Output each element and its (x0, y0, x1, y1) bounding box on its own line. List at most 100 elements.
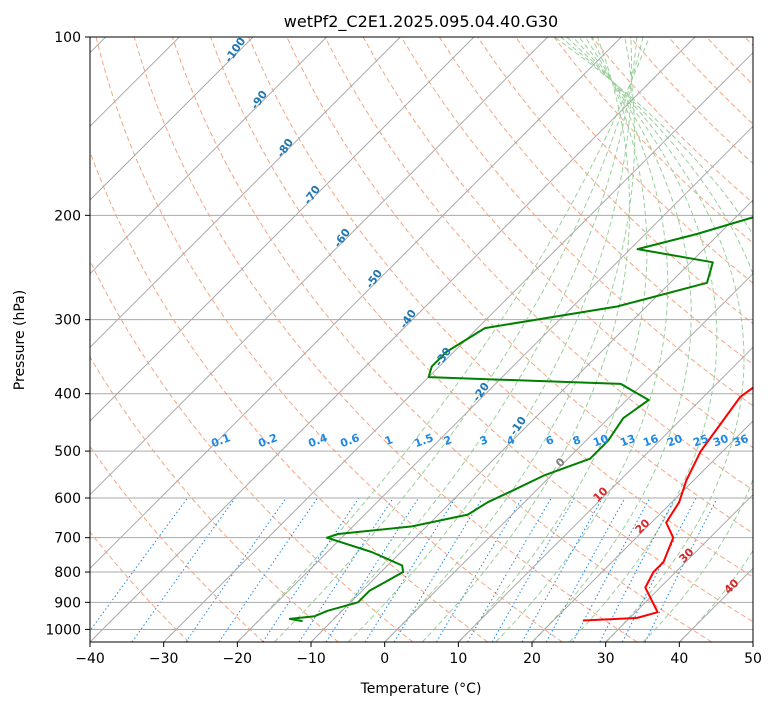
plot-frame (89, 36, 754, 643)
mixing-ratio-label: 0.6 (338, 431, 361, 450)
mixing-ratio-line (262, 497, 360, 642)
dry-adiabat-line (133, 37, 638, 642)
moist-adiabat-line (495, 37, 669, 642)
moist-adiabat-line (421, 37, 631, 642)
mixing-ratio-line (393, 497, 483, 642)
moist-adiabat-line (274, 37, 644, 642)
isotherm-line (457, 346, 753, 642)
y-tick-label: 300 (54, 313, 81, 329)
dry-adiabat-line (553, 37, 753, 244)
mixing-ratio-label: 8 (571, 433, 583, 448)
moist-adiabat-label: -100 (222, 35, 249, 65)
moist-adiabat-label: -70 (301, 183, 323, 207)
mixing-ratio-line (364, 497, 456, 642)
mixing-ratio-line (572, 497, 651, 642)
reference-labels: 0.1 0.2 0.4 0.6 1 1.5 2 3 4 6 8 10 13 16 20 25 30 36-100-… (209, 35, 750, 597)
mixing-ratio-line (131, 497, 236, 642)
moist-adiabat-label: -50 (363, 267, 385, 291)
mixing-ratio-label: 0.1 (209, 431, 232, 450)
moist-adiabat-line (347, 37, 633, 642)
y-tick-label: 400 (54, 387, 81, 403)
isotherm-line (90, 37, 549, 496)
mixing-ratio-label: 10 (591, 432, 610, 450)
y-tick-label: 800 (54, 565, 81, 581)
x-axis: −40 −30 −20 −10 0 10 20 30 40 50 (75, 642, 762, 667)
dry-adiabat-line (90, 531, 190, 642)
y-tick-label: 900 (54, 595, 81, 611)
mixing-ratio-label: 36 (731, 432, 750, 450)
isotherm-line (90, 37, 622, 570)
y-tick-label: 500 (54, 444, 81, 460)
isotherm-line (90, 37, 254, 201)
y-axis: 100 200 300 400 500 600 700 800 900 1000 (45, 30, 90, 638)
isotherm-line (236, 125, 753, 642)
dry-adiabat-line (362, 37, 753, 449)
dry-adiabat-line (477, 37, 753, 325)
moist-adiabat-line (554, 37, 753, 642)
mixing-ratio-label: 2 (442, 433, 454, 448)
isotherm-line (90, 37, 475, 422)
dry-adiabat-line (90, 259, 414, 642)
y-tick-label: 700 (54, 531, 81, 547)
moist-adiabat-label: -20 (470, 380, 492, 404)
mixing-ratio-line (644, 497, 718, 642)
dry-adiabat-label: 10 (591, 484, 611, 504)
mixing-ratio-line (621, 497, 697, 642)
dry-adiabat-line (90, 445, 264, 642)
y-tick-label: 100 (54, 30, 81, 46)
dry-adiabat-label: 40 (722, 576, 742, 596)
mixing-ratio-line (545, 497, 626, 642)
isotherm-line (752, 641, 753, 642)
mixing-ratio-line (599, 497, 676, 642)
dry-adiabat-line (90, 150, 488, 642)
moist-adiabat-label: -80 (274, 136, 296, 160)
dry-adiabat-line (515, 37, 753, 284)
dry-adiabat-line (171, 37, 712, 642)
x-tick-label: 30 (597, 651, 615, 667)
x-axis-label: Temperature (°C) (360, 681, 482, 697)
isotherm-line (678, 567, 753, 642)
isotherm-line (531, 420, 753, 642)
mixing-ratio-label: 1 (383, 433, 395, 448)
mixing-ratio-label: 3 (478, 433, 490, 448)
mixing-ratio-label: 16 (641, 432, 660, 450)
y-tick-label: 200 (54, 208, 81, 224)
dry-adiabat-line (324, 37, 753, 491)
mixing-ratio-line (90, 497, 189, 632)
moist-adiabat-line (569, 37, 718, 642)
isotherm-line (310, 199, 753, 642)
moist-adiabat-line (237, 37, 650, 642)
mixing-ratio-label: 4 (505, 433, 517, 448)
x-tick-label: −10 (296, 651, 326, 667)
series-lines (288, 216, 753, 623)
grid-lines (90, 37, 753, 642)
moist-adiabat-label: -40 (397, 307, 419, 331)
mixing-ratio-label: 20 (665, 432, 684, 450)
mixing-ratio-label: 6 (544, 433, 556, 448)
dry-adiabat-label: 30 (677, 545, 697, 565)
isotherm-line (605, 493, 753, 642)
isotherm-line (90, 37, 401, 349)
x-tick-label: 50 (744, 651, 762, 667)
dry-adiabat-line (210, 37, 753, 623)
dry-adiabat-line (744, 37, 753, 47)
isotherm-line (90, 37, 696, 642)
dewpoint-line (288, 216, 753, 623)
y-axis-label: Pressure (hPa) (12, 290, 28, 390)
mixing-ratio-label: 1.5 (412, 431, 435, 450)
mixing-ratio-line (218, 497, 318, 642)
isotherm-line (384, 272, 753, 642)
moist-adiabat-line (384, 37, 636, 642)
moist-adiabat-line (310, 37, 638, 642)
mixing-ratio-label: 25 (691, 432, 710, 449)
isotherm-line (90, 37, 328, 275)
x-tick-label: 40 (670, 651, 688, 667)
moist-adiabat-label: -60 (331, 226, 353, 250)
dry-adiabat-line (95, 37, 563, 642)
dry-adiabat-line (90, 356, 339, 642)
reference-lines (90, 37, 753, 642)
mixing-ratio-line (325, 497, 419, 642)
mixing-ratio-label: 30 (711, 432, 730, 450)
moist-adiabat-label: -90 (248, 88, 270, 112)
